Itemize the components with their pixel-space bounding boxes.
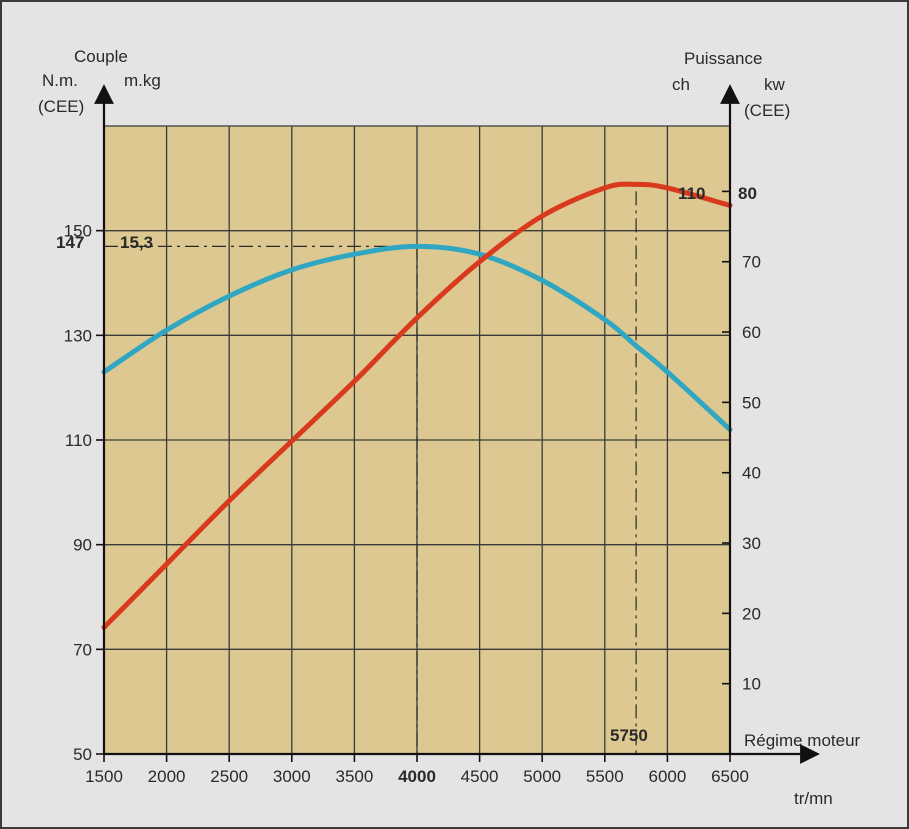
right-axis-title: Puissance	[684, 49, 762, 68]
right-tick-label: 40	[742, 464, 761, 483]
right-tick-label: 60	[742, 323, 761, 342]
x-tick-label: 6000	[648, 767, 686, 786]
right-axis-unit-ch: ch	[672, 75, 690, 94]
left-tick-label: 70	[73, 640, 92, 659]
right-tick-label: 20	[742, 604, 761, 623]
x-tick-label: 6500	[711, 767, 749, 786]
right-tick-label: 10	[742, 675, 761, 694]
torque-peak-mkg-label: 15,3	[120, 233, 153, 252]
x-tick-label: 2000	[148, 767, 186, 786]
left-axis-title: Couple	[74, 47, 128, 66]
left-axis-unit-nm: N.m.	[42, 71, 78, 90]
x-tick-label: 1500	[85, 767, 123, 786]
power-peak-kw-label: 80	[738, 184, 757, 203]
tick-labels: 1500 2000 2500 3000 3500 4000 4500 5000 5500 6000…	[64, 222, 761, 786]
left-tick-label: 130	[64, 326, 92, 345]
x-tick-label: 4500	[461, 767, 499, 786]
data-series	[101, 181, 733, 630]
right-tick-label: 30	[742, 534, 761, 553]
reference-lines	[104, 191, 637, 754]
power-curve	[101, 181, 733, 630]
left-tick-label: 90	[73, 536, 92, 555]
right-axis-unit-note: (CEE)	[744, 101, 790, 120]
right-axis-unit-kw: kw	[764, 75, 786, 94]
x-tick-label: 4000	[398, 767, 436, 786]
x-axis-label: Régime moteur	[744, 731, 861, 750]
right-tick-label: 70	[742, 253, 761, 272]
left-tick-label: 110	[65, 431, 92, 450]
power-peak-ch-label: 110	[678, 184, 705, 203]
x-tick-label: 2500	[210, 767, 248, 786]
right-tick-label: 50	[742, 393, 761, 412]
power-peak-rpm-label: 5750	[610, 726, 648, 745]
x-axis-unit: tr/mn	[794, 789, 833, 808]
torque-curve	[101, 243, 733, 433]
x-tick-label: 5500	[586, 767, 624, 786]
tick-marks	[96, 190, 731, 762]
left-tick-label: 50	[73, 745, 92, 764]
left-tick-label: 150	[64, 222, 92, 241]
left-axis-unit-note: (CEE)	[38, 97, 84, 116]
left-axis-unit-mkg: m.kg	[124, 71, 161, 90]
x-tick-label: 3500	[335, 767, 373, 786]
x-tick-label: 5000	[523, 767, 561, 786]
x-tick-label: 3000	[273, 767, 311, 786]
torque-peak-nm-label: 147	[56, 233, 84, 252]
